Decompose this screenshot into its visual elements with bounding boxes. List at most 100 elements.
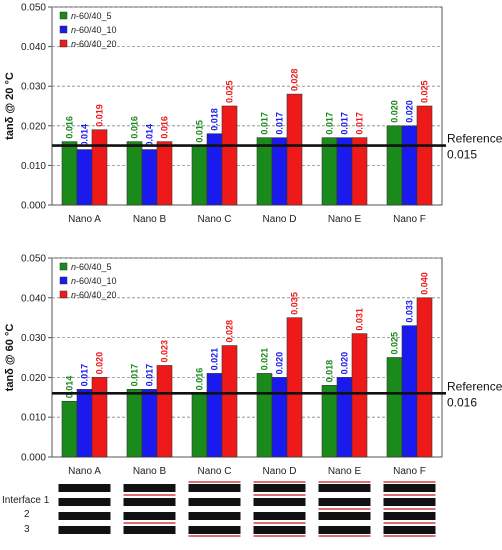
y-tick-label: 0.010 xyxy=(21,161,46,172)
bar xyxy=(286,317,303,458)
layer-bar xyxy=(58,484,111,492)
x-tick-label: Nano B xyxy=(133,466,167,477)
y-tick-label: 0.020 xyxy=(21,373,46,384)
data-label: 0.017 xyxy=(355,112,365,135)
bar xyxy=(321,385,338,458)
data-label: 0.021 xyxy=(260,348,270,371)
y-tick-label: 0.020 xyxy=(21,121,46,132)
layer-bar xyxy=(188,484,241,492)
bar xyxy=(386,357,403,458)
bar xyxy=(76,149,93,206)
layer-bar xyxy=(318,484,371,492)
x-tick-label: Nano D xyxy=(263,214,297,225)
bar xyxy=(416,297,433,458)
layer-bar xyxy=(188,498,241,506)
legend: n-60/40_5 n-60/40_10n-60/40_20 xyxy=(59,11,117,49)
layer-bar xyxy=(123,484,176,492)
layer-stack xyxy=(318,481,371,537)
bar xyxy=(256,373,273,458)
bar xyxy=(221,105,238,206)
layer-bar xyxy=(188,526,241,534)
chart-panel-2: 0.000 0.010 0.020 0.030 0.040 0.050 tanδ @ 60 … xyxy=(4,254,502,478)
x-tick-label: Nano E xyxy=(328,214,362,225)
data-label: 0.020 xyxy=(390,100,400,123)
legend-entry-prefix: n xyxy=(71,39,76,49)
data-label: 0.015 xyxy=(195,120,205,143)
data-label: 0.028 xyxy=(225,320,235,343)
bar xyxy=(76,389,93,458)
layer-stack xyxy=(58,484,111,534)
layer-bar xyxy=(253,526,306,534)
layer-bar xyxy=(253,512,306,520)
bar xyxy=(401,325,418,458)
layer-bar xyxy=(58,498,111,506)
legend-entry-name: -60/40_5 xyxy=(76,11,112,21)
legend-swatch xyxy=(59,262,68,271)
data-label: 0.033 xyxy=(405,300,415,323)
interface-label: 2 xyxy=(24,509,30,520)
data-label: 0.020 xyxy=(340,352,350,375)
data-label: 0.040 xyxy=(420,272,430,295)
bar xyxy=(221,345,238,458)
layer-stack xyxy=(188,481,241,537)
data-label: 0.025 xyxy=(420,80,430,103)
data-label: 0.014 xyxy=(80,124,90,147)
y-tick-label: 0.040 xyxy=(21,42,46,53)
layer-bar xyxy=(123,512,176,520)
legend-entry-name: -60/40_10 xyxy=(76,25,117,35)
y-tick-label: 0.010 xyxy=(21,413,46,424)
bar xyxy=(336,377,353,458)
y-axis-label: tanδ @ 20 °C xyxy=(4,72,16,140)
legend-entry: n-60/40_10 xyxy=(71,276,117,286)
legend-swatch xyxy=(59,290,68,299)
layer-bar xyxy=(318,526,371,534)
x-tick-label: Nano E xyxy=(328,466,362,477)
data-label: 0.025 xyxy=(390,332,400,355)
legend-swatch xyxy=(59,25,68,34)
x-tick-label: Nano D xyxy=(263,466,297,477)
legend-swatch xyxy=(59,11,68,20)
bar xyxy=(206,373,223,458)
x-tick-label: Nano B xyxy=(133,214,167,225)
layer-bar xyxy=(123,498,176,506)
legend-entry: n-60/40_5 xyxy=(71,11,112,21)
data-label: 0.017 xyxy=(260,112,270,135)
data-label: 0.016 xyxy=(195,368,205,391)
bar xyxy=(286,93,303,206)
data-label: 0.016 xyxy=(160,116,170,139)
legend-entry-prefix: n xyxy=(71,276,76,286)
reference-value: 0.016 xyxy=(447,395,477,409)
y-tick-label: 0.030 xyxy=(21,333,46,344)
x-tick-label: Nano F xyxy=(393,466,426,477)
layer-bar xyxy=(383,526,436,534)
y-axis-label: tanδ @ 60 °C xyxy=(4,324,16,392)
data-label: 0.018 xyxy=(325,360,335,383)
legend-entry: n-60/40_10 xyxy=(71,25,117,35)
y-tick-label: 0.000 xyxy=(21,453,46,464)
data-label: 0.016 xyxy=(65,116,75,139)
legend-entry-name: -60/40_20 xyxy=(76,39,117,49)
layer-bar xyxy=(188,512,241,520)
layer-bar xyxy=(123,526,176,534)
layer-bar xyxy=(318,512,371,520)
bar xyxy=(401,125,418,206)
layer-stack xyxy=(123,484,176,534)
layer-bar xyxy=(58,526,111,534)
legend-entry-prefix: n xyxy=(71,290,76,300)
bar xyxy=(336,137,353,206)
bar xyxy=(126,389,143,458)
bar xyxy=(271,377,288,458)
interface-label: 3 xyxy=(24,524,30,535)
bar xyxy=(386,125,403,206)
y-tick-label: 0.050 xyxy=(21,3,46,14)
data-label: 0.028 xyxy=(290,69,300,92)
data-label: 0.017 xyxy=(340,112,350,135)
bar xyxy=(141,149,158,206)
layer-bar xyxy=(383,484,436,492)
legend-entry-name: -60/40_20 xyxy=(76,290,117,300)
bar xyxy=(271,137,288,206)
interface-label: Interface 1 xyxy=(2,495,50,506)
y-tick-label: 0.040 xyxy=(21,293,46,304)
data-label: 0.019 xyxy=(95,104,105,127)
bar xyxy=(191,145,208,206)
